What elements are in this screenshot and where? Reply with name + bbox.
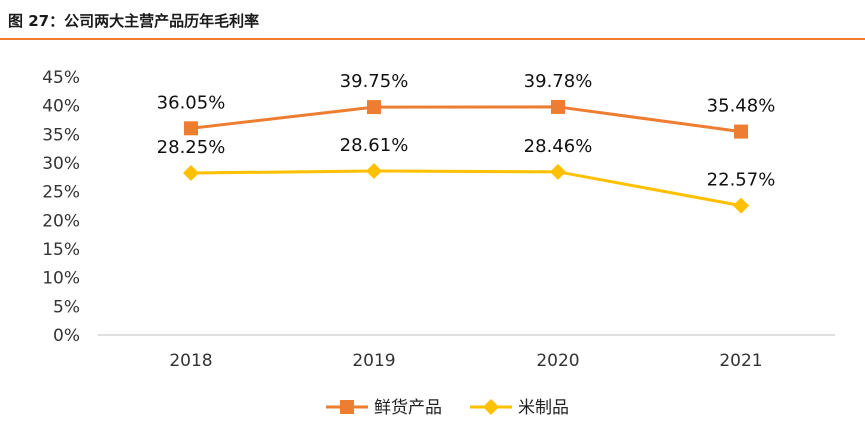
- y-tick-label: 5%: [53, 297, 80, 317]
- rice-products-legend-marker: [483, 399, 499, 415]
- fresh-goods-point-2020: [551, 99, 565, 114]
- rice-products-point-2019: [366, 162, 382, 179]
- fresh-goods-point-2018: [184, 121, 198, 136]
- rice-products-point-2021: [733, 197, 749, 214]
- y-tick-label: 45%: [42, 68, 80, 88]
- y-tick-label: 25%: [42, 183, 80, 203]
- fresh-goods-point-2019: [367, 100, 381, 115]
- rice-products-data-label-2018: 28.25%: [157, 137, 226, 158]
- fresh-goods-legend-label: 鲜货产品: [374, 398, 442, 418]
- x-tick-label: 2018: [169, 351, 212, 371]
- rice-products-legend-label: 米制品: [518, 398, 569, 418]
- y-tick-label: 0%: [53, 326, 80, 346]
- y-tick-label: 30%: [42, 154, 80, 174]
- x-tick-label: 2019: [352, 351, 395, 371]
- fresh-goods-data-label-2021: 35.48%: [707, 96, 776, 117]
- y-tick-label: 20%: [42, 211, 80, 231]
- rice-products-data-label-2019: 28.61%: [340, 135, 409, 156]
- x-tick-label: 2020: [536, 351, 579, 371]
- fresh-goods-series-line: [190, 105, 742, 134]
- rice-products-data-label-2021: 22.57%: [707, 170, 776, 191]
- fresh-goods-data-label-2019: 39.75%: [340, 71, 409, 92]
- fresh-goods-data-label-2018: 36.05%: [157, 92, 226, 113]
- y-tick-label: 10%: [42, 269, 80, 289]
- chart-title: 图 27：公司两大主营产品历年毛利率: [8, 12, 260, 30]
- x-tick-label: 2021: [719, 351, 762, 371]
- fresh-goods-point-2021: [734, 124, 748, 139]
- y-tick-label: 35%: [42, 125, 80, 145]
- rice-products-series-line: [190, 169, 742, 208]
- title-divider: [0, 38, 865, 40]
- fresh-goods-data-label-2020: 39.78%: [524, 71, 593, 92]
- y-tick-label: 40%: [42, 97, 80, 117]
- y-tick-label: 15%: [42, 240, 80, 260]
- fresh-goods-legend-marker: [340, 400, 354, 414]
- rice-products-point-2018: [183, 165, 199, 182]
- rice-products-data-label-2020: 28.46%: [524, 136, 593, 157]
- rice-products-point-2020: [550, 163, 566, 180]
